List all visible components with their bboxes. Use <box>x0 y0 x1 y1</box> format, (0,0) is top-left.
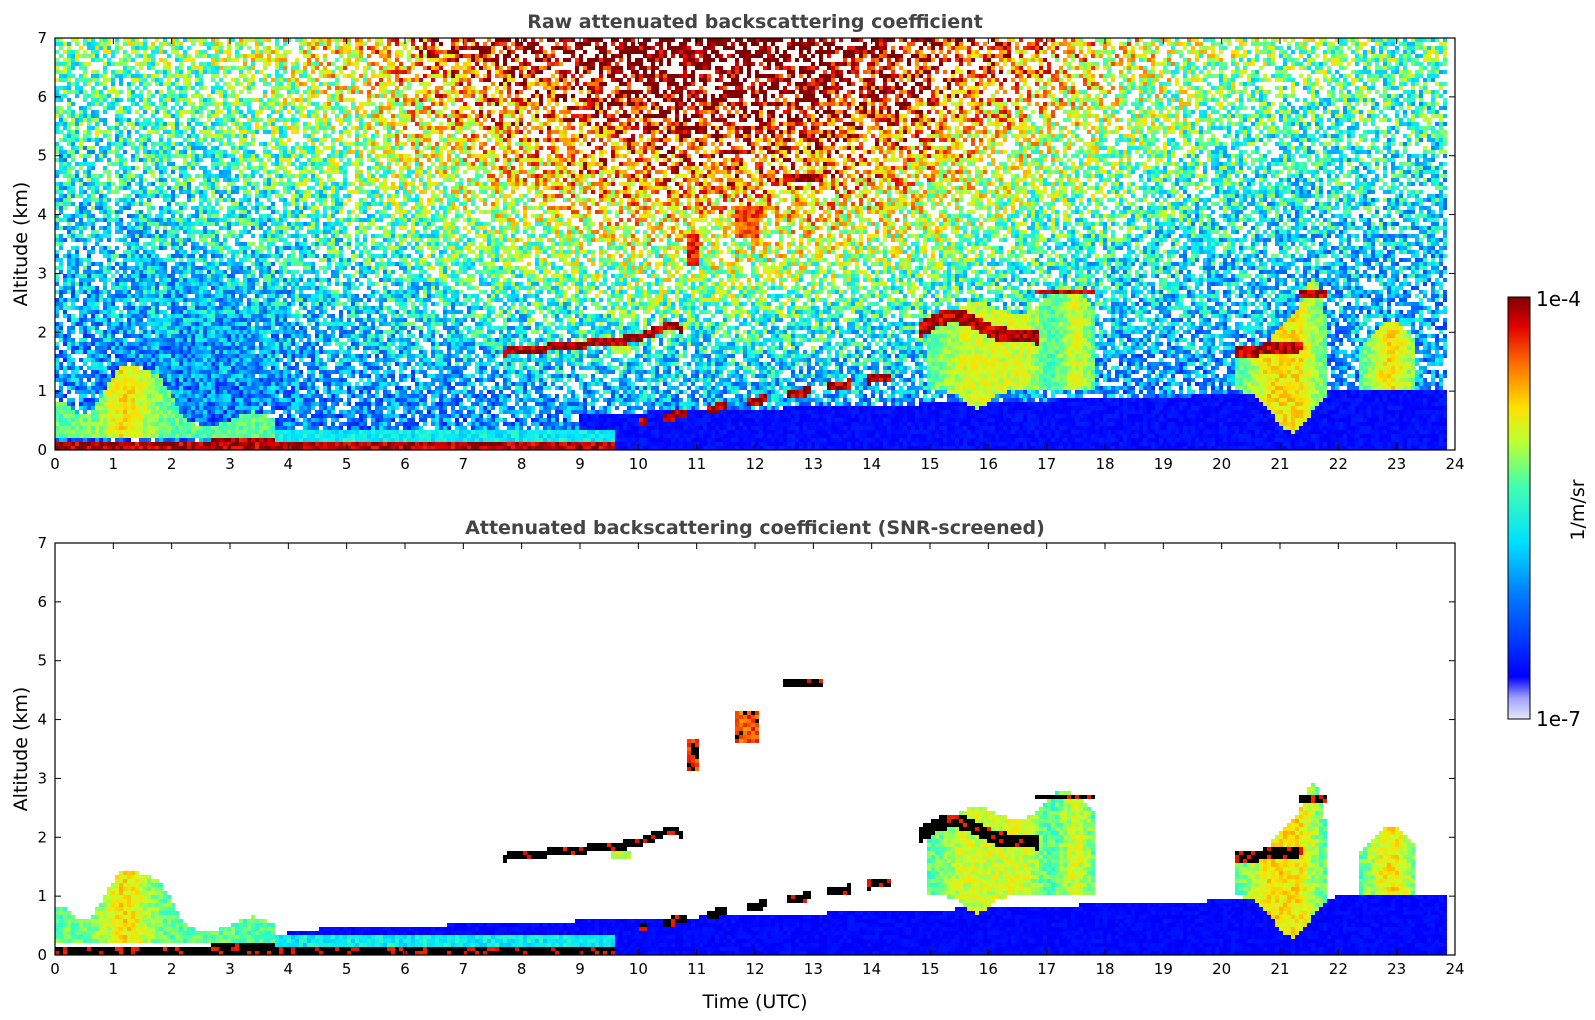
x-tick-label: 13 <box>804 455 823 473</box>
x-tick-label: 8 <box>517 455 527 473</box>
x-tick-label: 22 <box>1329 455 1348 473</box>
x-tick-label: 17 <box>1037 960 1056 978</box>
x-tick-label: 21 <box>1270 960 1289 978</box>
y-tick-label: 2 <box>37 323 47 341</box>
y-tick-label: 6 <box>37 88 47 106</box>
colorbar-gradient <box>1508 297 1530 719</box>
y-tick-label: 3 <box>37 769 47 787</box>
x-tick-label: 21 <box>1270 455 1289 473</box>
x-tick-label: 23 <box>1387 960 1406 978</box>
panel-screened: Attenuated backscattering coefficient (S… <box>10 517 1465 1013</box>
x-tick-label: 24 <box>1445 960 1464 978</box>
y-tick-label: 7 <box>37 29 47 47</box>
screened-heatmap <box>55 679 1447 955</box>
x-tick-label: 20 <box>1212 455 1231 473</box>
x-tick-label: 0 <box>50 455 60 473</box>
x-tick-label: 24 <box>1445 455 1464 473</box>
x-tick-label: 14 <box>862 960 881 978</box>
y-tick-label: 6 <box>37 593 47 611</box>
x-tick-label: 16 <box>979 455 998 473</box>
y-tick-label: 5 <box>37 147 47 165</box>
x-tick-label: 11 <box>687 455 706 473</box>
y-tick-label: 7 <box>37 534 47 552</box>
colorbar-min-label: 1e-7 <box>1536 707 1581 731</box>
x-tick-label: 7 <box>459 960 469 978</box>
x-tick-label: 6 <box>400 455 410 473</box>
x-tick-label: 1 <box>109 960 119 978</box>
x-tick-label: 9 <box>575 455 585 473</box>
x-tick-label: 22 <box>1329 960 1348 978</box>
x-tick-label: 12 <box>745 455 764 473</box>
raw-heatmap <box>55 38 1447 450</box>
x-tick-label: 12 <box>745 960 764 978</box>
x-tick-label: 19 <box>1154 960 1173 978</box>
x-tick-label: 11 <box>687 960 706 978</box>
x-tick-label: 5 <box>342 960 352 978</box>
x-axis-label: Time (UTC) <box>701 991 807 1013</box>
y-tick-label: 4 <box>37 206 47 224</box>
x-tick-label: 0 <box>50 960 60 978</box>
panel-raw: Raw attenuated backscattering coefficien… <box>10 11 1465 473</box>
panel-raw-title: Raw attenuated backscattering coefficien… <box>527 11 983 33</box>
x-tick-label: 18 <box>1095 455 1114 473</box>
y-tick-label: 4 <box>37 711 47 729</box>
y-tick-label: 1 <box>37 382 47 400</box>
colorbar: 1e-4 1e-7 1/m/sr <box>1508 287 1589 731</box>
x-tick-label: 19 <box>1154 455 1173 473</box>
y-tick-label: 0 <box>37 441 47 459</box>
x-tick-label: 2 <box>167 455 177 473</box>
y-tick-label: 1 <box>37 887 47 905</box>
x-tick-label: 8 <box>517 960 527 978</box>
screened-y-label: Altitude (km) <box>10 687 32 812</box>
x-tick-label: 18 <box>1095 960 1114 978</box>
raw-y-label: Altitude (km) <box>10 182 32 307</box>
x-tick-label: 17 <box>1037 455 1056 473</box>
x-tick-label: 23 <box>1387 455 1406 473</box>
x-tick-label: 15 <box>920 960 939 978</box>
y-tick-label: 2 <box>37 828 47 846</box>
x-tick-label: 4 <box>284 455 294 473</box>
x-tick-label: 20 <box>1212 960 1231 978</box>
x-tick-label: 3 <box>225 960 235 978</box>
x-tick-label: 5 <box>342 455 352 473</box>
x-tick-label: 13 <box>804 960 823 978</box>
x-tick-label: 4 <box>284 960 294 978</box>
y-tick-label: 0 <box>37 946 47 964</box>
colorbar-units-label: 1/m/sr <box>1567 479 1589 540</box>
y-tick-label: 5 <box>37 652 47 670</box>
colorbar-max-label: 1e-4 <box>1536 287 1581 311</box>
panel-screened-title: Attenuated backscattering coefficient (S… <box>465 517 1045 539</box>
x-tick-label: 14 <box>862 455 881 473</box>
x-tick-label: 1 <box>109 455 119 473</box>
x-tick-label: 10 <box>629 960 648 978</box>
x-tick-label: 16 <box>979 960 998 978</box>
x-tick-label: 9 <box>575 960 585 978</box>
y-tick-label: 3 <box>37 264 47 282</box>
x-tick-label: 10 <box>629 455 648 473</box>
x-tick-label: 6 <box>400 960 410 978</box>
x-tick-label: 15 <box>920 455 939 473</box>
x-tick-label: 3 <box>225 455 235 473</box>
x-tick-label: 7 <box>459 455 469 473</box>
x-tick-label: 2 <box>167 960 177 978</box>
